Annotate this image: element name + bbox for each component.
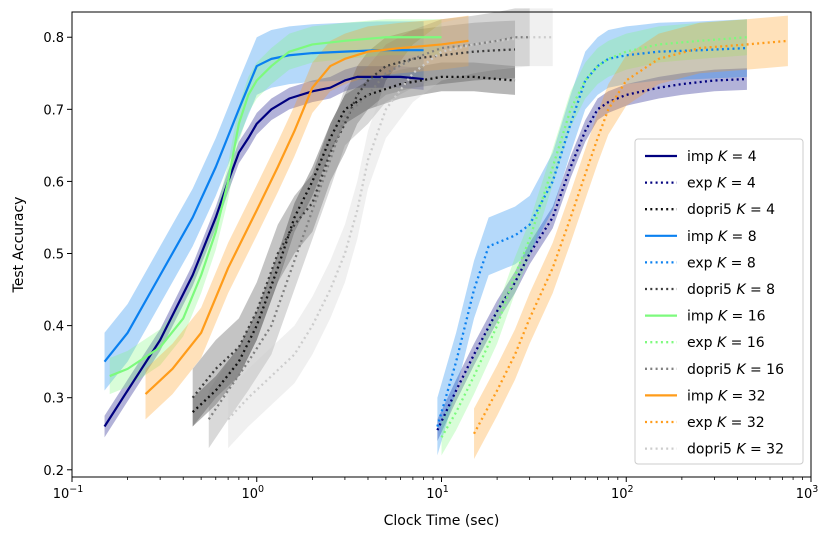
band-dopri5-k-4 [192, 62, 516, 427]
series-lines [103, 36, 789, 438]
y-tick-label: 0.4 [43, 320, 64, 335]
band-dopri5-k-32 [228, 8, 553, 449]
y-tick-label: 0.6 [43, 175, 64, 190]
legend-box [634, 138, 804, 465]
legend-label-imp-k-4: imp K = 4 [687, 149, 757, 165]
series-line-dopri5-k-8 [191, 48, 516, 399]
y-tick-label: 0.5 [43, 248, 64, 263]
x-tick-label: 103 [796, 484, 819, 502]
series-line-exp-k-32 [473, 39, 789, 435]
series-line-dopri5-k-32 [227, 36, 553, 421]
y-tick-label: 0.8 [43, 31, 64, 46]
legend-label-exp-k-32: exp K = 32 [687, 415, 765, 431]
band-exp-k-32 [474, 15, 788, 459]
legend-label-exp-k-4: exp K = 4 [687, 176, 756, 192]
legend-label-imp-k-16: imp K = 16 [687, 309, 766, 325]
y-tick-label: 0.3 [43, 392, 64, 407]
band-imp-k-8 [104, 21, 424, 391]
band-exp-k-8 [437, 19, 747, 456]
series-line-imp-k-4 [103, 75, 424, 428]
x-axis-label: Clock Time (sec) [384, 513, 500, 529]
legend: imp K = 4 exp K = 4 dopri5 K = 4 imp K = 8 e… [634, 138, 804, 465]
x-tick-label: 102 [611, 484, 634, 502]
x-tick-label: 101 [426, 484, 449, 502]
series-line-imp-k-16 [109, 36, 442, 378]
x-tick-label: 100 [241, 484, 264, 502]
legend-label-dopri5-k-16: dopri5 K = 16 [687, 362, 784, 378]
x-tick-label: 10−1 [53, 484, 84, 502]
legend-label-imp-k-32: imp K = 32 [687, 388, 766, 404]
series-line-exp-k-8 [436, 46, 747, 427]
legend-label-dopri5-k-32: dopri5 K = 32 [687, 442, 784, 458]
y-axis-label: Test Accuracy [11, 197, 27, 294]
band-imp-k-16 [109, 19, 442, 395]
legend-label-dopri5-k-4: dopri5 K = 4 [687, 202, 775, 218]
axes: 0.2 0.3 0.4 0.5 0.6 0.7 0.8 10−1 100 101 102 103 Clo… [11, 11, 819, 529]
series-line-dopri5-k-16 [207, 36, 530, 420]
y-tick-label: 0.2 [43, 464, 64, 479]
legend-label-imp-k-8: imp K = 8 [687, 229, 757, 245]
legend-label-exp-k-8: exp K = 8 [687, 255, 756, 271]
y-tick-label: 0.7 [43, 103, 64, 118]
series-line-imp-k-32 [144, 39, 469, 395]
band-dopri5-k-16 [208, 8, 530, 449]
legend-label-dopri5-k-8: dopri5 K = 8 [687, 282, 775, 298]
series-line-dopri5-k-4 [191, 75, 516, 413]
legend-label-exp-k-16: exp K = 16 [687, 335, 765, 351]
